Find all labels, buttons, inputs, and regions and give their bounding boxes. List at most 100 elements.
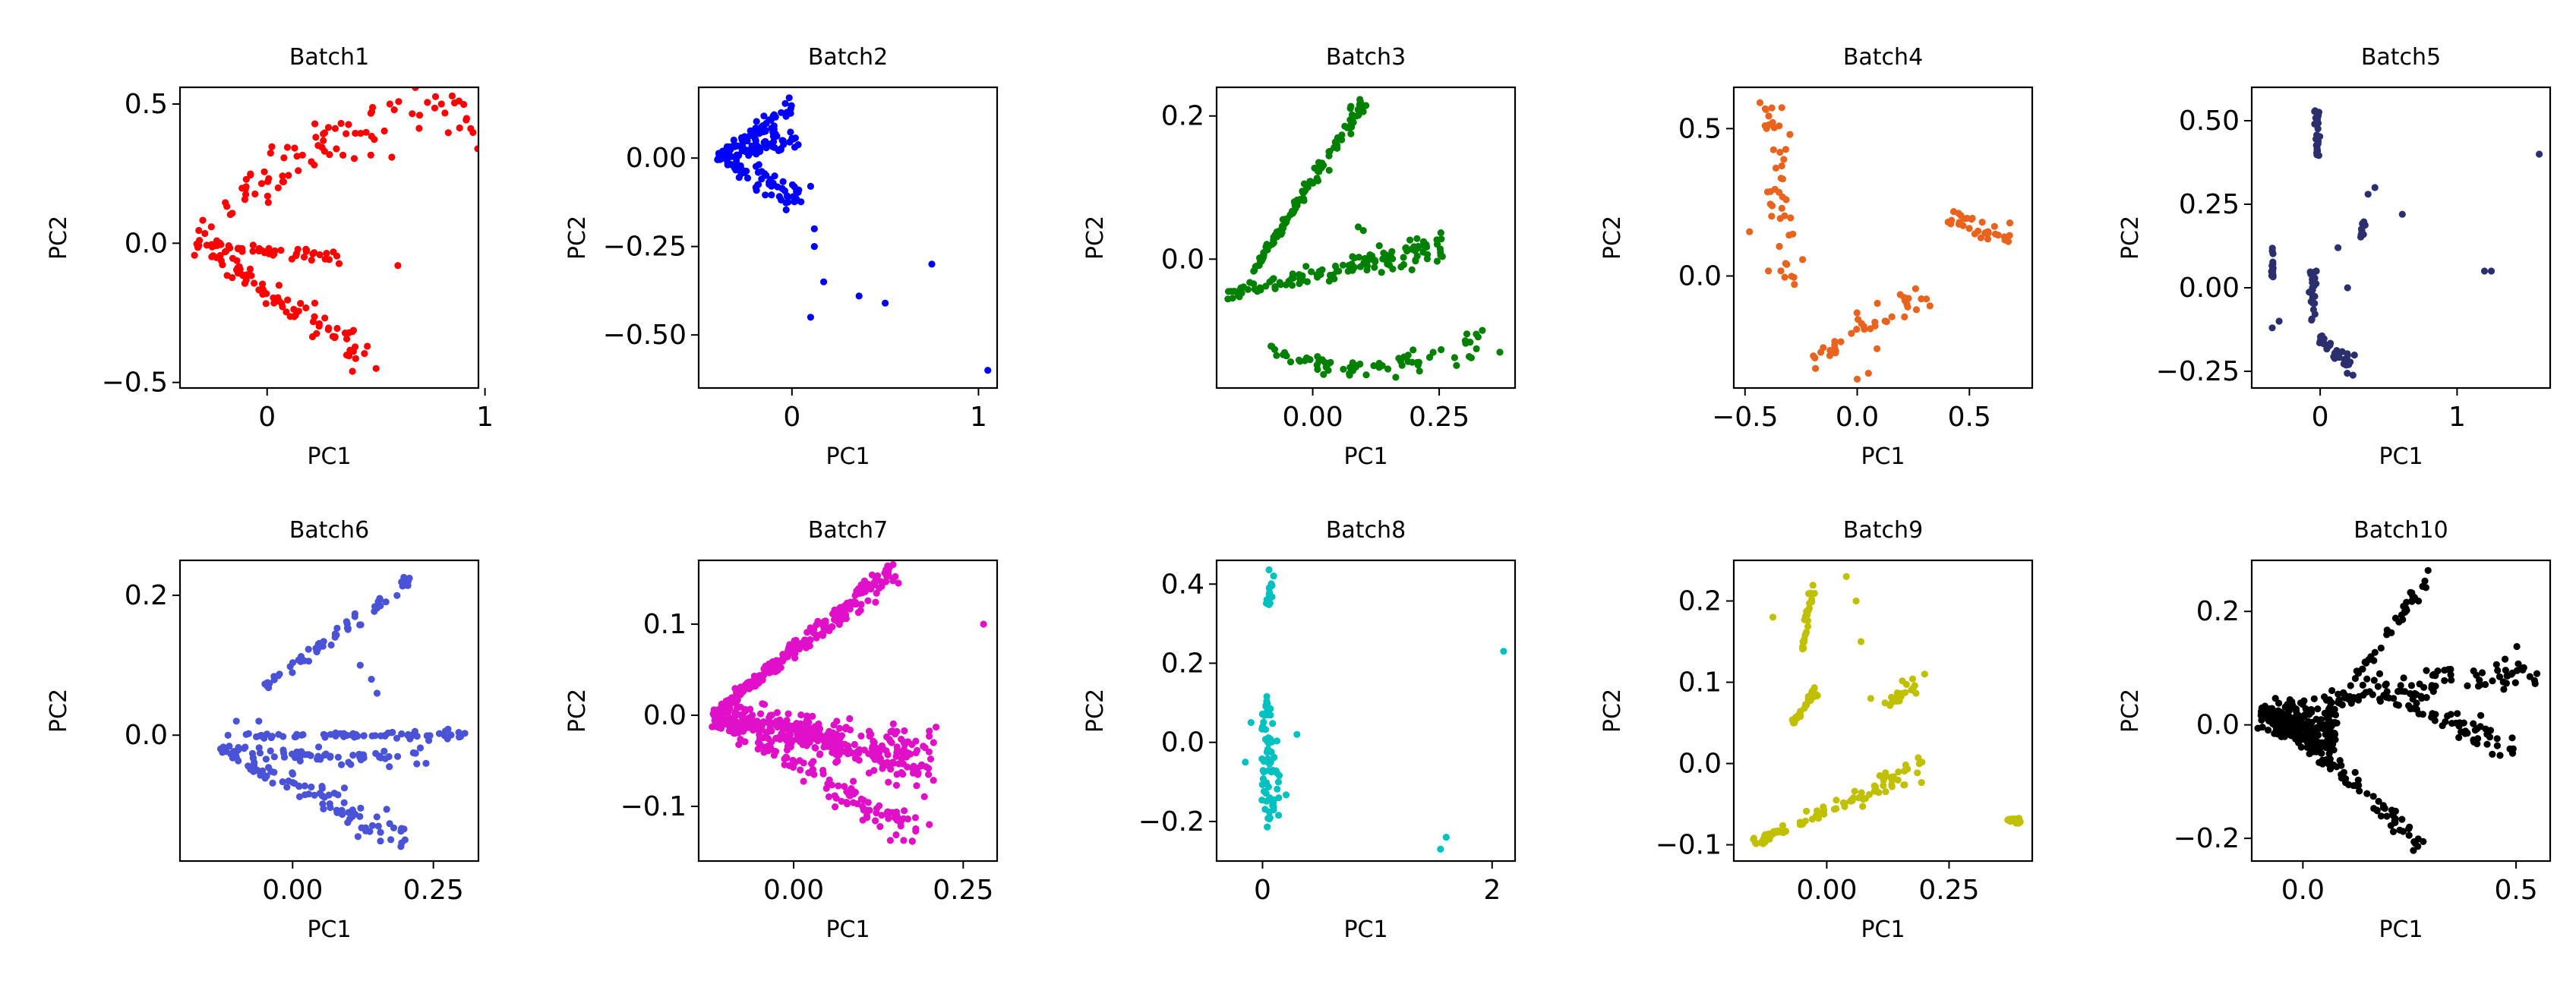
data-point — [1800, 638, 1807, 645]
panel-title: Batch9 — [1843, 517, 1923, 544]
data-point — [2363, 790, 2371, 797]
data-point — [2342, 361, 2350, 369]
y-axis-label: PC2 — [46, 689, 72, 733]
data-point — [270, 768, 278, 776]
data-point — [325, 256, 333, 263]
data-point — [1785, 232, 1793, 239]
data-point — [2316, 724, 2323, 732]
data-point — [824, 780, 832, 787]
data-point — [766, 743, 775, 751]
data-point — [744, 724, 752, 731]
point-layer — [1224, 96, 1504, 381]
data-point — [1763, 188, 1772, 196]
data-point — [351, 613, 358, 620]
data-point — [380, 127, 388, 135]
data-point — [2493, 742, 2501, 749]
data-point — [2277, 724, 2284, 732]
data-point — [1271, 283, 1279, 291]
data-point — [2271, 715, 2279, 724]
data-point — [1264, 823, 1271, 831]
data-point — [315, 323, 323, 330]
data-point — [1851, 787, 1858, 795]
data-point — [372, 364, 380, 372]
data-point — [761, 170, 769, 178]
data-point — [1306, 356, 1314, 364]
panel-10: 0.0 0.5 −0.2 0.0 0.2 Batch10 PC1 PC2 — [2117, 517, 2552, 943]
data-point — [289, 669, 296, 677]
data-point — [1776, 242, 1783, 251]
data-point — [383, 806, 390, 813]
data-point — [2309, 270, 2317, 277]
data-point — [1782, 196, 1790, 203]
data-point — [925, 771, 933, 778]
data-point — [2268, 265, 2277, 273]
x-tick-label: 1 — [2448, 402, 2466, 433]
data-point — [1855, 316, 1862, 323]
data-point — [441, 109, 449, 117]
panel-3: 0.00 0.25 0.0 0.2 Batch3 PC1 PC2 — [1082, 44, 1517, 470]
data-point — [264, 178, 272, 185]
data-point — [1286, 358, 1295, 366]
data-point — [1766, 200, 1774, 208]
data-point — [224, 731, 232, 740]
data-point — [743, 174, 752, 182]
data-point — [842, 748, 850, 755]
data-point — [223, 203, 231, 210]
data-point — [1225, 288, 1233, 295]
data-point — [1902, 761, 1909, 769]
data-point — [333, 145, 340, 153]
y-tick-label: −0.5 — [102, 367, 168, 399]
data-point — [2533, 670, 2541, 677]
data-point — [368, 676, 375, 683]
data-point — [333, 324, 341, 333]
data-point — [1438, 235, 1445, 243]
data-point — [2415, 598, 2423, 605]
data-point — [1467, 354, 1475, 361]
data-point — [1289, 273, 1296, 281]
data-point — [1302, 263, 1310, 270]
data-point — [784, 710, 792, 718]
data-point — [925, 748, 933, 755]
data-point — [261, 248, 269, 256]
data-point — [1437, 845, 1444, 853]
data-point — [280, 154, 288, 162]
data-point — [437, 100, 445, 108]
data-point — [223, 272, 231, 279]
data-point — [895, 760, 903, 768]
data-point — [1750, 835, 1757, 843]
y-tick-label: 0.0 — [1161, 727, 1204, 759]
data-point — [2416, 680, 2423, 688]
data-point — [385, 752, 393, 761]
data-point — [2483, 740, 2491, 748]
data-point — [334, 753, 342, 761]
data-point — [857, 581, 865, 588]
data-point — [2321, 709, 2328, 718]
data-point — [2275, 711, 2284, 718]
data-point — [2389, 810, 2397, 818]
y-tick-label: 0.0 — [1161, 244, 1204, 275]
data-point — [301, 791, 309, 799]
data-point — [386, 100, 393, 108]
data-point — [913, 782, 920, 790]
data-point — [448, 92, 456, 99]
data-point — [2423, 667, 2430, 674]
data-point — [351, 810, 358, 818]
data-point — [2351, 674, 2359, 683]
data-point — [2377, 812, 2385, 820]
data-point — [1334, 144, 1341, 152]
data-point — [2513, 642, 2521, 651]
data-point — [1781, 273, 1788, 281]
data-point — [1994, 232, 2002, 239]
data-point — [2460, 719, 2467, 727]
data-point — [2410, 847, 2417, 854]
data-point — [291, 144, 298, 152]
data-point — [774, 723, 781, 731]
data-point — [846, 790, 854, 798]
data-point — [778, 109, 785, 116]
data-point — [876, 823, 884, 831]
data-point — [2402, 604, 2410, 612]
data-point — [1911, 285, 1919, 292]
data-point — [1891, 694, 1899, 702]
data-point — [1807, 589, 1814, 597]
y-tick-label: 0.2 — [1161, 648, 1204, 679]
